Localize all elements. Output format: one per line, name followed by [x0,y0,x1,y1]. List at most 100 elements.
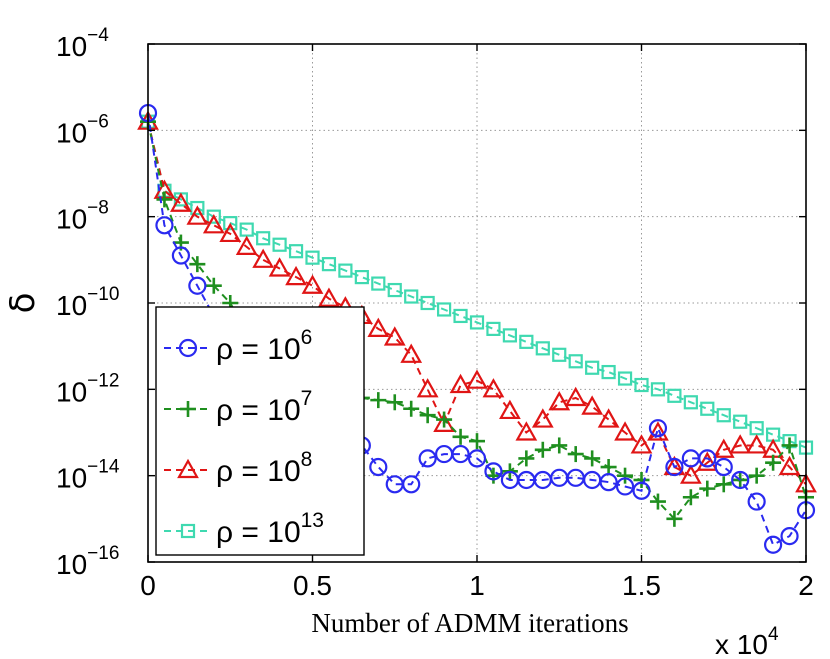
data-point [698,449,717,468]
data-point [436,411,453,428]
data-point [383,326,406,346]
data-point [387,282,402,298]
data-point [617,467,634,484]
data-point [679,464,702,484]
data-point [223,216,238,231]
data-point [272,237,287,252]
y-tick-exponent: −16 [87,543,119,564]
data-point [318,287,340,307]
data-point [285,265,307,286]
y-tick-base: 10 [56,549,87,580]
data-point [155,216,174,235]
y-tick-base: 10 [56,117,87,148]
data-point [716,408,731,423]
data-point [630,434,653,454]
data-point [369,457,388,477]
series-line [147,121,807,485]
data-point [156,191,173,208]
data-point [518,450,535,467]
data-point [535,341,550,356]
data-point [370,392,387,409]
y-tick-base: 10 [56,290,87,321]
legend-label: ρ = 108 [216,448,312,488]
x-axis-label: Number of ADMM iterations [311,608,628,638]
y-tick-base: 10 [56,463,87,494]
data-point [551,437,568,454]
data-point [466,369,488,389]
data-point [745,434,768,454]
data-point [235,235,258,255]
data-point [499,399,521,420]
data-point [519,334,534,349]
data-point [715,476,732,493]
x-tick-label: 0.5 [293,570,332,601]
y-tick-label: 10−6 [56,111,109,148]
y-tick-exponent: −12 [87,370,119,391]
data-point [714,457,733,477]
data-point [268,257,291,277]
data-point [763,535,783,554]
data-point [178,338,198,358]
data-point [749,421,764,436]
data-point [451,444,470,464]
data-point [617,371,633,386]
data-point [418,449,437,468]
data-point [649,493,666,510]
data-point [416,378,439,398]
data-point [402,475,421,494]
axis-ticks: 0 0.5 1 1.5 210−410−610−810−1010−1210−1410−1… [56,25,814,601]
y-tick-label: 10−12 [56,370,119,407]
data-point [729,434,752,454]
data-point [765,454,782,471]
data-point [400,343,423,363]
data-point [597,408,620,428]
x-axis-multiplier: x 104 [715,624,779,659]
data-point [700,401,715,416]
y-tick-label: 10−16 [56,543,119,580]
y-tick-label: 10−10 [56,284,119,321]
data-point [531,408,554,428]
data-point [180,401,196,417]
data-point [648,419,668,438]
data-point [748,467,765,484]
y-tick-base: 10 [56,204,87,235]
y-tick-exponent: −10 [87,284,119,305]
data-point [614,421,636,441]
data-point [404,289,419,304]
x-multiplier-base: x 10 [715,629,768,659]
legend-label: ρ = 107 [216,387,312,427]
data-point [485,467,502,484]
data-point [585,360,600,375]
y-tick-exponent: −14 [87,457,120,478]
data-point [219,222,242,243]
data-point [288,244,304,259]
x-tick-label: 1 [469,570,485,601]
grid-lines [148,44,806,562]
data-point [564,386,587,407]
data-point [321,257,337,272]
data-point [420,295,435,311]
data-point [699,480,716,497]
data-point [338,263,353,278]
data-point [452,428,469,445]
data-point [171,246,190,265]
data-point [449,373,472,394]
data-point [180,523,196,539]
data-point [581,395,604,415]
data-point [354,270,369,285]
data-point [371,276,386,291]
x-tick-label: 2 [798,570,814,601]
data-point [177,458,199,479]
x-tick-label: 0 [140,570,156,601]
data-point [683,395,698,410]
data-point [568,354,583,369]
data-point [780,526,799,546]
data-point [600,459,617,476]
data-point [781,437,798,454]
y-axis-label: δ [3,293,43,314]
data-point [567,446,584,463]
data-point [437,302,452,317]
data-point [386,394,403,411]
data-point [486,321,501,336]
data-point [419,407,436,424]
